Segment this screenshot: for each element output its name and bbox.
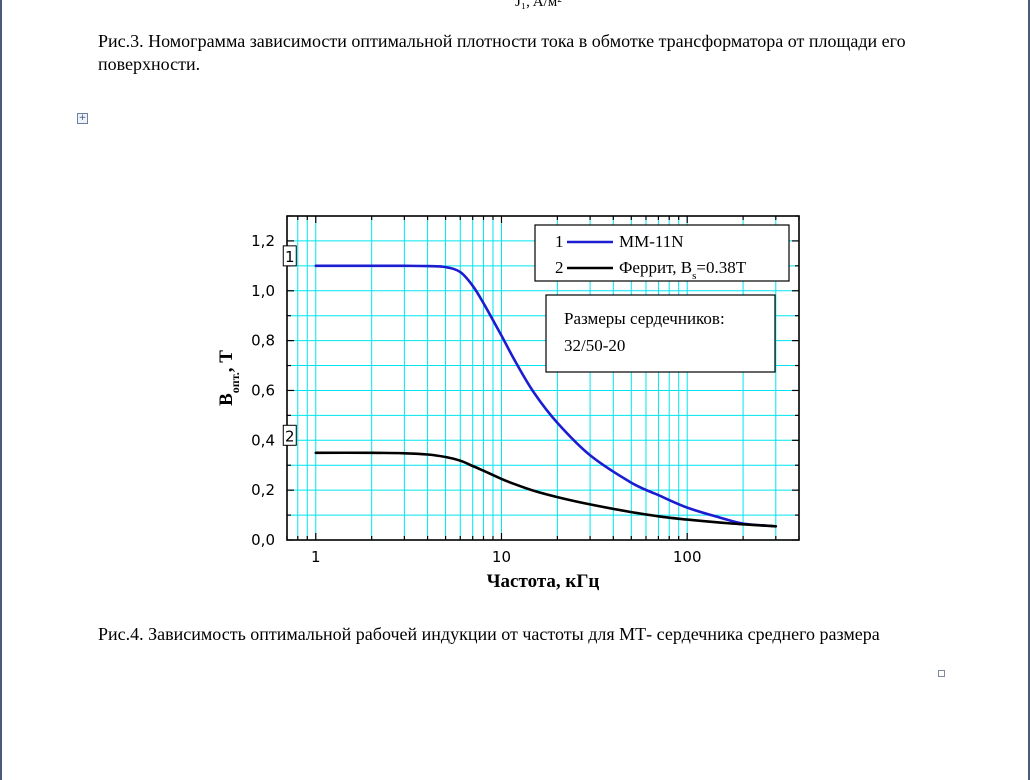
- page-border-right: [1028, 0, 1030, 780]
- induction-vs-frequency-chart: 1 10 100 0,0 0,2 0,4 0,6 0,8 1,0 1,2 Частота, кГц B…: [216, 215, 800, 592]
- annotation-line-2: 32/50-20: [564, 336, 625, 355]
- curve-label-box-2: [282, 424, 297, 446]
- x-tick-label: 100: [673, 548, 702, 566]
- curve-label-1: 1: [285, 248, 295, 266]
- curve-label-2: 2: [285, 427, 295, 445]
- x-tick-label: 1: [311, 548, 321, 566]
- curve-label-box-1: [282, 245, 297, 267]
- series-line-1: [314, 264, 778, 528]
- object-resize-handle[interactable]: [938, 670, 945, 677]
- annotation-line-1: Размеры сердечников:: [564, 309, 725, 328]
- y-tick-label: 0,2: [251, 481, 275, 499]
- y-tick-label: 0,0: [251, 531, 275, 549]
- legend-number-1: 1: [555, 232, 564, 251]
- y-tick-label: 1,0: [251, 282, 275, 300]
- y-tick-label: 0,4: [251, 431, 275, 449]
- x-axis-title: Частота, кГц: [487, 571, 600, 592]
- figure-3-caption: Рис.3. Номограмма зависимости оптимально…: [98, 31, 906, 74]
- series-line-2: [314, 451, 778, 528]
- page-border-left: [0, 0, 2, 780]
- y-tick-label: 0,6: [251, 381, 275, 399]
- y-tick-label: 1,2: [251, 232, 275, 250]
- annotation-box: [545, 294, 776, 373]
- y-axis-title: Bопт., Т: [216, 350, 242, 406]
- legend-box: [534, 224, 790, 282]
- previous-figure-axis-label: J₁, A/м²: [515, 0, 562, 10]
- x-tick-label: 10: [492, 548, 511, 566]
- figure-4-caption: Рис.4. Зависимость оптимальной рабочей и…: [98, 624, 880, 644]
- legend-number-2: 2: [555, 258, 564, 277]
- plot-frame: [286, 215, 800, 541]
- y-tick-label: 0,8: [251, 332, 275, 350]
- move-anchor-icon[interactable]: +: [77, 113, 88, 124]
- legend-label-2: Феррит, Bs=0.38T: [619, 258, 747, 282]
- legend-label-1: MM-11N: [619, 232, 684, 251]
